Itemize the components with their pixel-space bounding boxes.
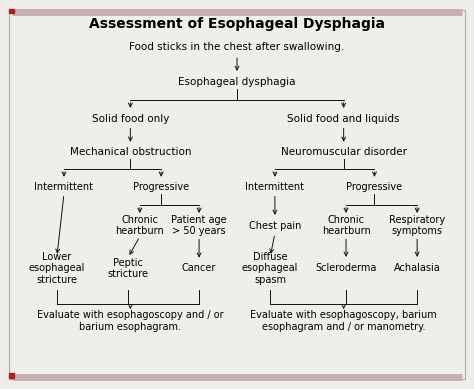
Text: Food sticks in the chest after swallowing.: Food sticks in the chest after swallowin… <box>129 42 345 52</box>
Text: Peptic
stricture: Peptic stricture <box>108 258 148 279</box>
Text: Mechanical obstruction: Mechanical obstruction <box>70 147 191 157</box>
Text: Chest pain: Chest pain <box>249 221 301 231</box>
Bar <box>9 9 14 13</box>
Text: Solid food only: Solid food only <box>91 114 169 124</box>
Text: Diffuse
esophageal
spasm: Diffuse esophageal spasm <box>242 252 298 285</box>
Text: Chronic
heartburn: Chronic heartburn <box>116 215 164 237</box>
Text: Respiratory
symptoms: Respiratory symptoms <box>389 215 445 237</box>
Text: Chronic
heartburn: Chronic heartburn <box>322 215 370 237</box>
Bar <box>9 373 14 378</box>
Text: Patient age
> 50 years: Patient age > 50 years <box>171 215 227 237</box>
Text: Achalasia: Achalasia <box>394 263 440 273</box>
Text: Esophageal dysphagia: Esophageal dysphagia <box>178 77 296 87</box>
Text: Evaluate with esophagoscopy and / or
barium esophagram.: Evaluate with esophagoscopy and / or bar… <box>37 310 224 332</box>
Text: Assessment of Esophageal Dysphagia: Assessment of Esophageal Dysphagia <box>89 17 385 31</box>
Text: Progressive: Progressive <box>133 182 189 192</box>
Text: Evaluate with esophagoscopy, barium
esophagram and / or manometry.: Evaluate with esophagoscopy, barium esop… <box>250 310 437 332</box>
Text: Intermittent: Intermittent <box>246 182 304 192</box>
Text: Lower
esophageal
stricture: Lower esophageal stricture <box>29 252 85 285</box>
Text: Cancer: Cancer <box>182 263 216 273</box>
Text: Neuromuscular disorder: Neuromuscular disorder <box>281 147 407 157</box>
Text: Intermittent: Intermittent <box>35 182 93 192</box>
Text: Solid food and liquids: Solid food and liquids <box>287 114 400 124</box>
Text: Scleroderma: Scleroderma <box>315 263 377 273</box>
Text: Progressive: Progressive <box>346 182 402 192</box>
